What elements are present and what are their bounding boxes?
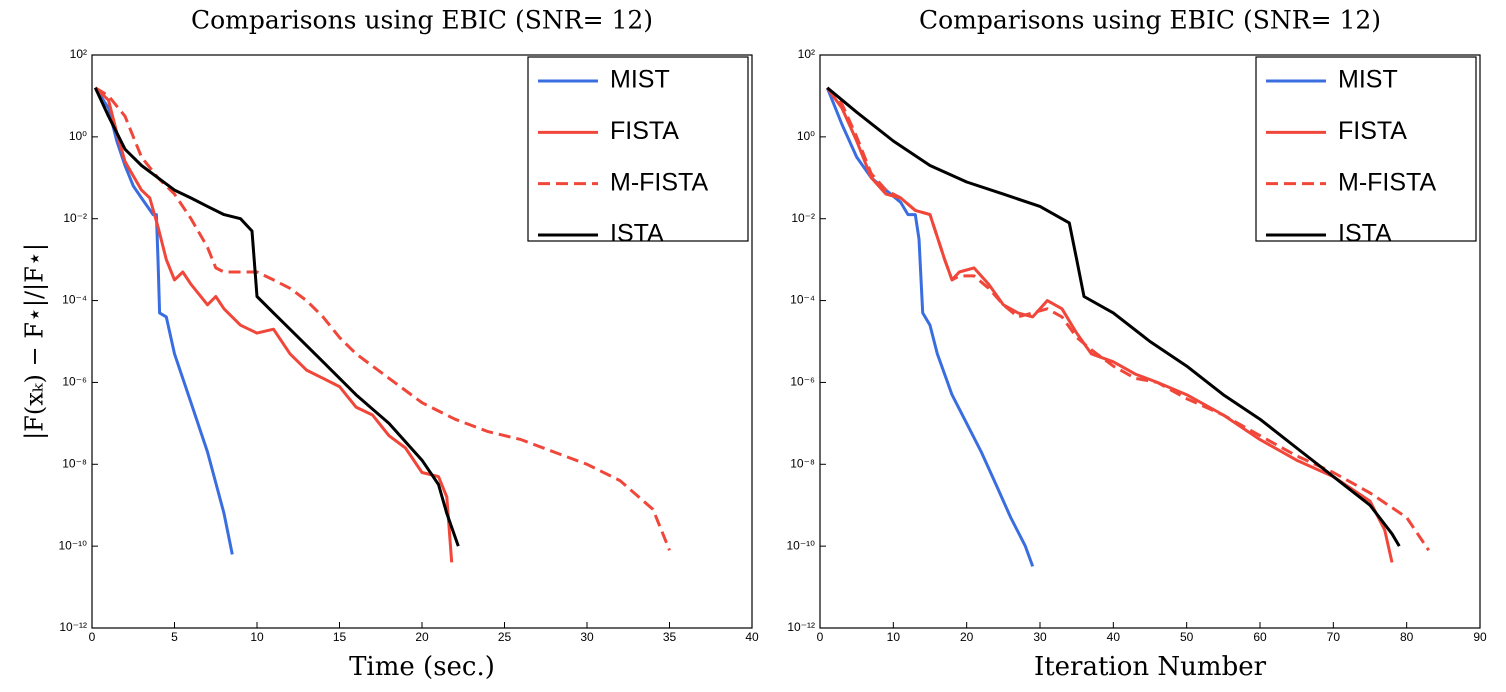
axes-frame bbox=[819, 54, 1481, 629]
x-tick-label: 90 bbox=[1473, 630, 1487, 644]
x-tick-label: 40 bbox=[1107, 630, 1121, 644]
legend-label: M-FISTA bbox=[1338, 168, 1436, 196]
series-line bbox=[825, 87, 1035, 567]
series-line bbox=[94, 86, 234, 555]
x-axis-label: Iteration Number bbox=[1034, 652, 1267, 682]
legend-label: ISTA bbox=[1338, 220, 1392, 248]
y-tick-label: 10⁻¹⁰ bbox=[59, 538, 88, 552]
y-tick-label: 10⁻² bbox=[791, 211, 815, 225]
x-tick-label: 80 bbox=[1400, 630, 1414, 644]
legend-label: M-FISTA bbox=[610, 168, 708, 196]
series-line bbox=[826, 86, 1430, 552]
x-tick-label: 30 bbox=[1033, 630, 1047, 644]
chart-title: Comparisons using EBIC (SNR= 12) bbox=[919, 6, 1381, 35]
x-tick-label: 20 bbox=[415, 630, 429, 644]
y-tick-label: 10⁻⁴ bbox=[62, 293, 87, 307]
y-tick-label: 10⁻¹² bbox=[787, 620, 815, 634]
x-tick-label: 5 bbox=[171, 630, 178, 644]
legend-label: MIST bbox=[1338, 66, 1398, 94]
x-tick-label: 35 bbox=[663, 630, 677, 644]
y-tick-label: 10² bbox=[70, 47, 87, 61]
y-tick-label: 10⁻⁸ bbox=[62, 456, 87, 470]
x-tick-label: 30 bbox=[580, 630, 594, 644]
legend-label: FISTA bbox=[610, 117, 679, 145]
axes-frame bbox=[91, 54, 753, 629]
y-tick-label: 10⁻¹⁰ bbox=[787, 538, 816, 552]
y-tick-label: 10⁻⁴ bbox=[790, 293, 815, 307]
y-tick-label: 10⁻¹² bbox=[59, 620, 87, 634]
x-tick-label: 70 bbox=[1327, 630, 1341, 644]
x-tick-label: 40 bbox=[745, 630, 759, 644]
y-tick-label: 10⁻⁶ bbox=[790, 375, 815, 389]
x-tick-label: 0 bbox=[817, 630, 824, 644]
y-tick-label: 10⁻⁸ bbox=[790, 456, 815, 470]
x-axis-label: Time (sec.) bbox=[349, 652, 495, 682]
y-tick-label: 10² bbox=[798, 47, 815, 61]
legend-box bbox=[527, 56, 749, 242]
legend-label: ISTA bbox=[610, 220, 664, 248]
y-tick-label: 10⁰ bbox=[69, 129, 87, 143]
y-tick-label: 10⁻² bbox=[63, 211, 87, 225]
series-line bbox=[94, 86, 454, 563]
x-tick-label: 60 bbox=[1253, 630, 1267, 644]
x-tick-label: 25 bbox=[498, 630, 512, 644]
x-tick-label: 15 bbox=[333, 630, 347, 644]
y-tick-label: 10⁰ bbox=[797, 129, 815, 143]
x-tick-label: 10 bbox=[887, 630, 901, 644]
y-axis-label: |F(xₖ) − F⋆|/|F⋆| bbox=[21, 243, 50, 440]
x-tick-label: 0 bbox=[89, 630, 96, 644]
chart-title: Comparisons using EBIC (SNR= 12) bbox=[191, 6, 653, 35]
x-tick-label: 10 bbox=[250, 630, 264, 644]
series-line bbox=[93, 87, 460, 547]
x-tick-label: 20 bbox=[960, 630, 974, 644]
y-tick-label: 10⁻⁶ bbox=[62, 375, 87, 389]
legend-box bbox=[1255, 56, 1477, 242]
x-tick-label: 50 bbox=[1180, 630, 1194, 644]
legend-label: FISTA bbox=[1338, 117, 1407, 145]
series-line bbox=[826, 86, 1401, 547]
legend-label: MIST bbox=[610, 66, 670, 94]
